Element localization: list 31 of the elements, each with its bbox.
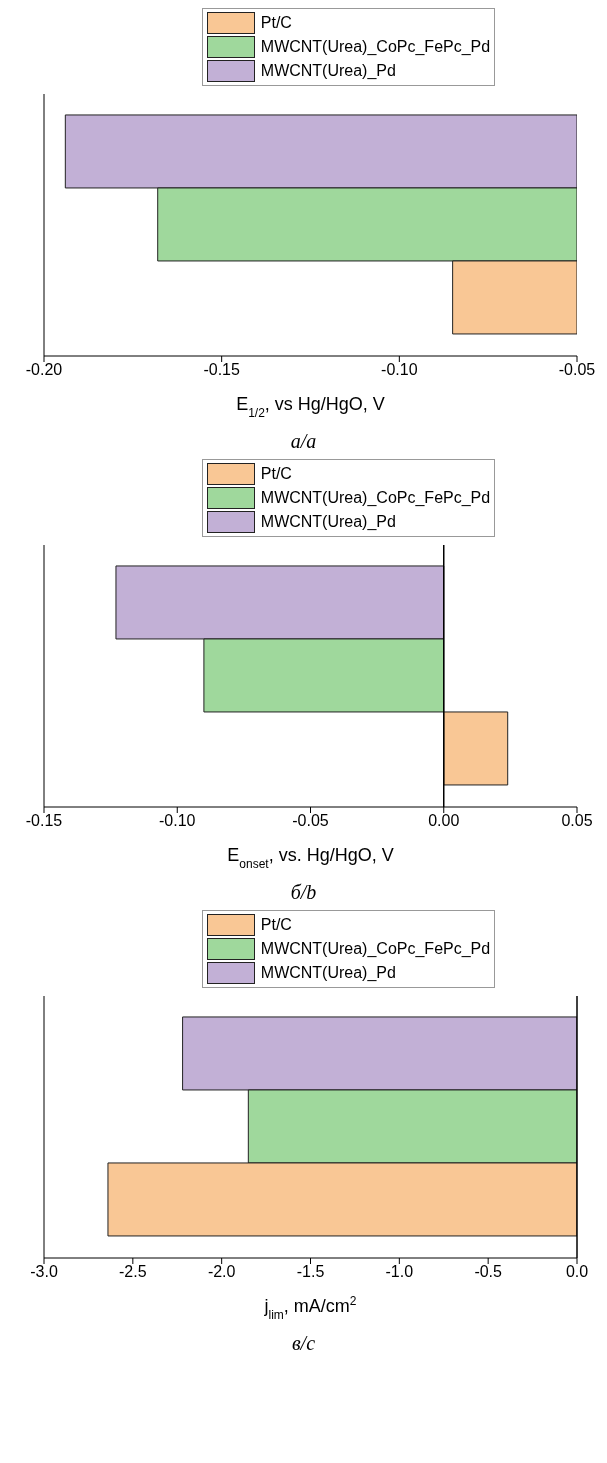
x-tick-label: -0.05 (292, 812, 329, 830)
x-axis-title: j$_{lim}$, mA/cm$^{2}$ (263, 1294, 357, 1322)
x-tick-label: -2.5 (119, 1263, 147, 1281)
legend-label: Pt/C (260, 14, 292, 32)
x-tick-label: -1.0 (385, 1263, 414, 1281)
legend-label: Pt/C (260, 916, 292, 934)
x-axis-title: E$_{1/2}$, vs Hg/HgO, V (236, 394, 385, 420)
x-tick-label: -0.10 (381, 361, 418, 379)
legend-label: MWCNT(Urea)_CoPc_FePc_Pd (260, 38, 491, 56)
x-tick-label: 0.00 (428, 812, 460, 830)
x-tick-label: 0.05 (561, 812, 593, 830)
x-tick-label: -0.15 (25, 812, 63, 830)
text: в/c (290, 1332, 317, 1355)
legend-label: MWCNT(Urea)_Pd (260, 62, 396, 80)
x-tick-label: -0.5 (474, 1263, 503, 1281)
x-tick-label: 0.0 (565, 1263, 589, 1281)
x-tick-label: -0.05 (558, 361, 596, 379)
text: а/a (289, 430, 318, 453)
legend-label: MWCNT(Urea)_Pd (260, 513, 396, 531)
x-tick-label: -0.10 (159, 812, 196, 830)
legend-label: MWCNT(Urea)_CoPc_FePc_Pd (260, 940, 491, 958)
x-tick-label: -0.15 (203, 361, 240, 379)
x-tick-label: -0.20 (25, 361, 63, 379)
text: б/b (289, 881, 318, 904)
legend-label: Pt/C (260, 465, 292, 483)
x-tick-label: -2.0 (207, 1263, 236, 1281)
x-axis-title: E$_{onset}$, vs. Hg/HgO, V (227, 845, 394, 871)
legend-label: MWCNT(Urea)_CoPc_FePc_Pd (260, 489, 491, 507)
x-tick-label: -1.5 (296, 1263, 325, 1281)
x-tick-label: -3.0 (30, 1263, 58, 1281)
legend-label: MWCNT(Urea)_Pd (260, 964, 396, 982)
